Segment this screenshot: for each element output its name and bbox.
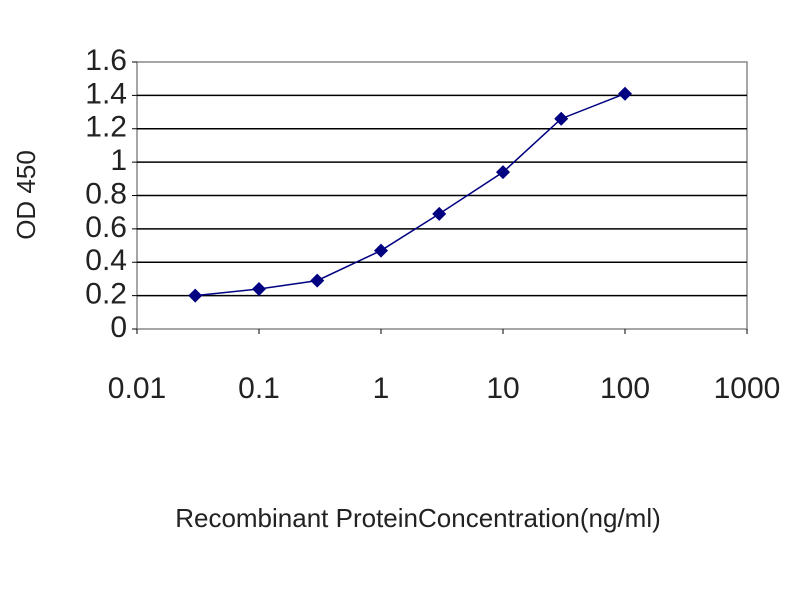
data-point	[618, 86, 632, 101]
y-tick-label: 1	[110, 144, 127, 177]
x-tick-label: 1000	[714, 372, 781, 405]
x-tick-label: 1	[373, 372, 390, 405]
data-point	[496, 165, 510, 180]
y-tick-label: 0.6	[85, 211, 127, 244]
data-point	[310, 273, 325, 288]
data-point	[554, 111, 569, 126]
x-tick-label: 0.1	[238, 372, 280, 405]
y-tick-label: 0	[110, 311, 127, 344]
y-tick-label: 0.8	[85, 177, 127, 210]
y-tick-label: 0.2	[85, 278, 127, 311]
x-tick-label: 100	[600, 372, 650, 405]
x-axis-title: Recombinant ProteinConcentration(ng/ml)	[175, 503, 661, 533]
data-point	[188, 288, 203, 303]
y-axis-title: OD 450	[11, 150, 41, 240]
data-line	[195, 93, 626, 297]
x-tick-label: 0.01	[108, 372, 166, 405]
y-tick-label: 1.6	[85, 44, 127, 77]
data-point	[252, 281, 266, 296]
data-point	[374, 243, 388, 258]
y-tick-label: 1.2	[85, 111, 127, 144]
data-point	[432, 206, 447, 221]
y-tick-label: 1.4	[85, 77, 127, 110]
y-tick-label: 0.4	[85, 244, 127, 277]
x-tick-label: 10	[486, 372, 519, 405]
